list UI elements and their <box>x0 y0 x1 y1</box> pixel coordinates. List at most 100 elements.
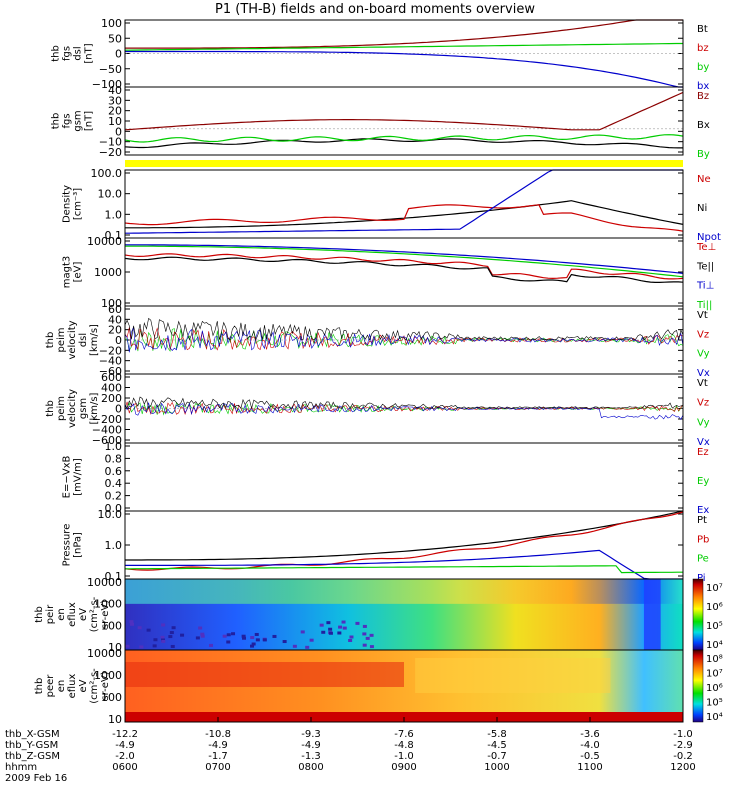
y-axis-label-line: en <box>56 608 67 621</box>
spectrogram-cell <box>146 628 151 632</box>
y-tick-label: −60 <box>99 365 122 378</box>
panel-frame <box>124 237 684 307</box>
spectrogram-cell <box>362 643 367 647</box>
colorbar-label: 10⁵ <box>706 698 723 709</box>
y-axis-label-line: dsl <box>78 333 89 347</box>
colorbar-label: 10⁶ <box>706 602 723 613</box>
colorbar <box>692 649 704 723</box>
y-axis-label-line: thb <box>34 678 45 695</box>
y-axis-label-line: E=−VxB <box>62 456 73 499</box>
x-axis-value: -0.7 <box>487 751 507 762</box>
y-tick-label: 10000 <box>87 576 122 589</box>
legend-entry: Vz <box>697 398 709 409</box>
x-axis-value: 1200 <box>670 762 695 773</box>
y-axis-label-line: [mV/m] <box>73 458 84 496</box>
y-axis-label-line: [nPa] <box>73 532 84 558</box>
spectrogram-band <box>643 579 661 650</box>
y-axis-label-line: gsm <box>78 398 89 419</box>
y-tick-label: 0 <box>115 48 122 61</box>
legend-entry: Te|| <box>696 261 714 272</box>
y-tick-label: 0.8 <box>105 452 123 465</box>
legend-entry: Ti⊥ <box>696 281 714 292</box>
spectrogram-cell <box>241 634 246 638</box>
y-tick-label: 10 <box>108 115 122 128</box>
y-axis-label-line: velocity <box>67 389 78 428</box>
series-line-red <box>124 327 684 351</box>
x-axis-value: -1.7 <box>208 751 228 762</box>
spectrogram-band <box>125 662 404 687</box>
spectrogram-cell <box>341 620 346 624</box>
spectrogram-band <box>415 658 611 693</box>
panel-frame <box>124 86 684 156</box>
x-axis-value: 0600 <box>112 762 137 773</box>
x-axis-value: -4.8 <box>394 740 414 751</box>
spectrogram-cell <box>171 626 176 630</box>
legend-entry: Ex <box>697 505 709 516</box>
x-axis-value: 0700 <box>205 762 230 773</box>
colorbar-label: 10⁷ <box>706 669 723 680</box>
legend-entry: Ey <box>697 476 709 487</box>
y-axis-label-line: thb <box>45 332 56 349</box>
spectrogram-cell <box>250 644 255 648</box>
spectrogram-cell <box>369 633 374 637</box>
x-axis-value: -2.0 <box>115 751 135 762</box>
spectrogram-cell <box>170 644 175 648</box>
spectrogram-cell <box>305 645 310 649</box>
spectrogram-cell <box>338 625 343 629</box>
y-axis-label-line: sr-eV) <box>100 600 111 629</box>
colorbar-label: 10⁴ <box>706 640 723 651</box>
legend-entry: By <box>697 149 710 160</box>
y-tick-label: 100 <box>101 17 122 30</box>
x-axis-date: 2009 Feb 16 <box>5 773 67 784</box>
x-axis-value: -1.0 <box>394 751 414 762</box>
y-axis-label: thbfgsdsl[nT] <box>51 43 95 63</box>
y-tick-label: 0.4 <box>105 477 123 490</box>
series-line-black <box>124 256 684 283</box>
x-axis-value: -5.8 <box>487 729 507 740</box>
x-axis-value: -2.9 <box>673 740 693 751</box>
x-axis-value: -1.0 <box>673 729 693 740</box>
y-tick-label: 100 <box>101 691 122 704</box>
legend-entry: Vt <box>697 378 708 389</box>
y-tick-label: 10000 <box>87 235 122 248</box>
y-tick-label: 0 <box>115 125 122 138</box>
y-tick-label: −20 <box>99 146 122 159</box>
x-axis-value: -3.6 <box>580 729 600 740</box>
series-line-green <box>125 565 683 574</box>
y-tick-label: 1.0 <box>105 208 123 221</box>
legend-entry: Bx <box>697 120 710 131</box>
legend-entry: bx <box>697 81 709 92</box>
series-line-black <box>124 138 683 149</box>
y-axis-label-line: [nT] <box>84 43 95 63</box>
y-axis-label-line: [eV] <box>73 262 84 283</box>
y-tick-label: 20 <box>108 324 122 337</box>
y-axis-label-line: gsm <box>73 110 84 131</box>
y-tick-label: 100 <box>101 619 122 632</box>
spectrogram-cell <box>365 636 370 640</box>
y-tick-label: 1.0 <box>105 539 123 552</box>
y-tick-label: 400 <box>101 382 122 395</box>
y-tick-label: −10 <box>99 136 122 149</box>
y-tick-label: 0.0 <box>105 502 123 515</box>
spectrogram-cell <box>262 638 267 642</box>
x-axis-value: -4.9 <box>301 740 321 751</box>
y-axis-label-line: Pressure <box>62 524 73 567</box>
spectrogram-cell <box>200 632 205 636</box>
y-tick-label: 10.0 <box>98 508 123 521</box>
legend-entry: Npot <box>697 232 721 243</box>
series-line-red <box>124 511 684 571</box>
spectrogram-cell <box>321 630 326 634</box>
y-tick-label: 100.0 <box>91 167 123 180</box>
colorbar-label: 10⁵ <box>706 621 723 632</box>
figure-title: P1 (TH-B) fields and on-board moments ov… <box>215 2 535 17</box>
y-axis-label-line: eV <box>78 608 89 621</box>
y-axis-label-line: eflux <box>67 674 78 699</box>
x-axis-value: 1100 <box>577 762 602 773</box>
legend-entry: Pb <box>697 534 709 545</box>
spectrogram-cell <box>208 643 213 647</box>
series-line-red <box>124 253 684 280</box>
y-tick-label: 1000 <box>94 266 122 279</box>
y-tick-label: 10 <box>108 641 122 654</box>
y-tick-label: 40 <box>108 84 122 97</box>
legend-entry: Ez <box>697 447 709 458</box>
